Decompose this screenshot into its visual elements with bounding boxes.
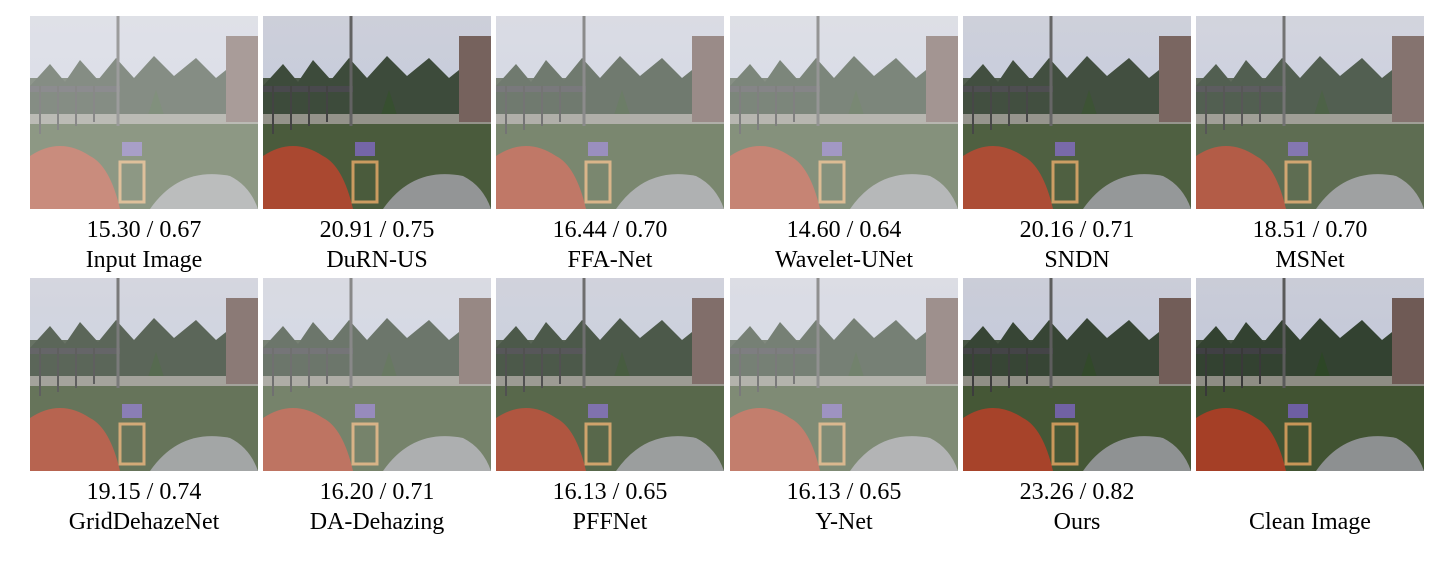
panel-msnet: 18.51 / 0.70 MSNet	[1196, 16, 1424, 275]
panel-ours: 23.26 / 0.82 Ours	[963, 278, 1191, 537]
panel-clean-image: Clean Image	[1196, 278, 1424, 537]
psnr-ssim-score: 18.51 / 0.70	[1252, 217, 1368, 243]
panel-label: FFA-Net	[567, 247, 653, 273]
image-griddehazenet	[30, 278, 258, 471]
panel-da-dehazing: 16.20 / 0.71 DA-Dehazing	[263, 278, 491, 537]
image-msnet	[1196, 16, 1424, 209]
panel-label: GridDehazeNet	[68, 509, 220, 535]
psnr-ssim-score: 15.30 / 0.67	[86, 217, 202, 243]
psnr-ssim-score	[1196, 477, 1424, 507]
comparison-figure: 15.30 / 0.67 Input Image 20.91 / 0.75 Du…	[30, 16, 1424, 540]
psnr-ssim-score: 19.15 / 0.74	[86, 479, 202, 505]
image-pffnet	[496, 278, 724, 471]
image-y-net	[730, 278, 958, 471]
psnr-ssim-score: 16.20 / 0.71	[319, 479, 435, 505]
image-wavelet-unet	[730, 16, 958, 209]
panel-label: Ours	[1053, 509, 1101, 535]
image-da-dehazing	[263, 278, 491, 471]
psnr-ssim-score: 20.16 / 0.71	[1019, 217, 1135, 243]
panel-label: Input Image	[85, 247, 203, 273]
figure-row-1: 15.30 / 0.67 Input Image 20.91 / 0.75 Du…	[30, 16, 1424, 278]
image-ours	[963, 278, 1191, 471]
image-input	[30, 16, 258, 209]
panel-ffa-net: 16.44 / 0.70 FFA-Net	[496, 16, 724, 275]
panel-label: MSNet	[1275, 247, 1345, 273]
psnr-ssim-score: 20.91 / 0.75	[319, 217, 435, 243]
panel-label: DuRN-US	[326, 247, 428, 273]
panel-label: SNDN	[1044, 247, 1110, 273]
panel-label: Wavelet-UNet	[775, 247, 913, 273]
image-durn-us	[263, 16, 491, 209]
figure-row-2: 19.15 / 0.74 GridDehazeNet 16.20 / 0.71 …	[30, 278, 1424, 540]
psnr-ssim-score: 23.26 / 0.82	[1019, 479, 1135, 505]
panel-sndn: 20.16 / 0.71 SNDN	[963, 16, 1191, 275]
panel-pffnet: 16.13 / 0.65 PFFNet	[496, 278, 724, 537]
panel-label: PFFNet	[572, 509, 648, 535]
panel-input-image: 15.30 / 0.67 Input Image	[30, 16, 258, 275]
psnr-ssim-score: 14.60 / 0.64	[786, 217, 902, 243]
panel-label: DA-Dehazing	[309, 509, 445, 535]
panel-wavelet-unet: 14.60 / 0.64 Wavelet-UNet	[730, 16, 958, 275]
psnr-ssim-score: 16.13 / 0.65	[552, 479, 668, 505]
panel-durn-us: 20.91 / 0.75 DuRN-US	[263, 16, 491, 275]
psnr-ssim-score: 16.13 / 0.65	[786, 479, 902, 505]
image-clean	[1196, 278, 1424, 471]
panel-griddehazenet: 19.15 / 0.74 GridDehazeNet	[30, 278, 258, 537]
panel-label: Y-Net	[815, 509, 873, 535]
panel-label: Clean Image	[1249, 509, 1371, 535]
image-sndn	[963, 16, 1191, 209]
panel-y-net: 16.13 / 0.65 Y-Net	[730, 278, 958, 537]
psnr-ssim-score: 16.44 / 0.70	[552, 217, 668, 243]
image-ffa-net	[496, 16, 724, 209]
